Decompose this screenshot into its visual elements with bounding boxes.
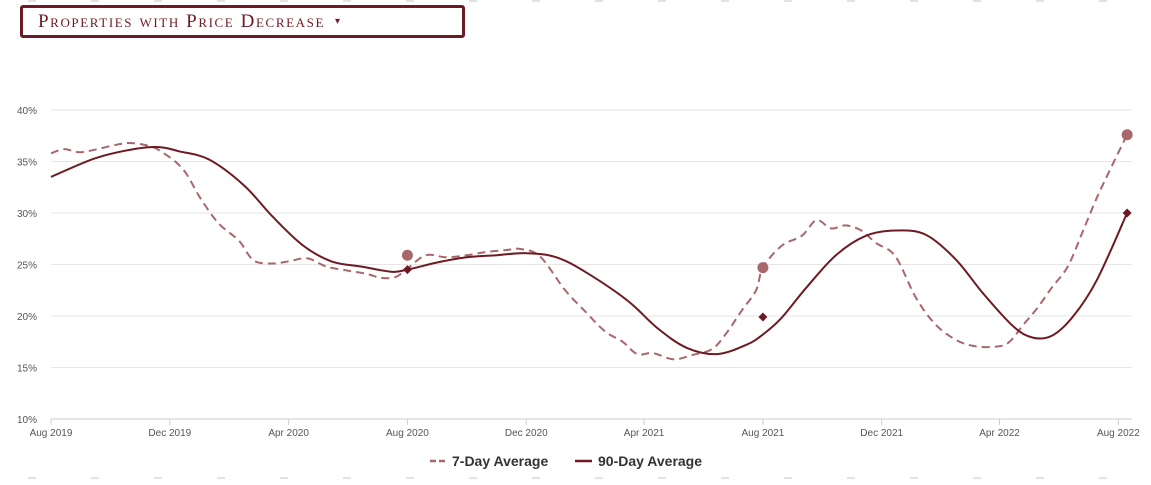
y-axis-ticks: 10% 15% 20% 25% 30% 35% 40% (17, 106, 37, 426)
x-tick-label: Aug 2019 (30, 428, 73, 439)
y-tick-label: 10% (17, 415, 37, 426)
chevron-down-icon: ▾ (335, 16, 341, 27)
y-tick-label: 20% (17, 312, 37, 323)
y-tick-label: 15% (17, 364, 37, 375)
x-tick-label: Apr 2021 (624, 428, 665, 439)
marker-90day (1122, 208, 1132, 218)
x-axis: Aug 2019 Dec 2019 Apr 2020 Aug 2020 Dec 2020… (30, 418, 1140, 439)
x-tick-label: Dec 2020 (505, 428, 548, 439)
y-tick-label: 40% (17, 106, 37, 117)
legend-label-90day: 90-Day Average (598, 453, 702, 469)
grid-lines (51, 109, 1132, 420)
marker-7day (1121, 129, 1133, 141)
metric-dropdown-button[interactable]: Properties with Price Decrease ▾ (20, 5, 465, 38)
series-line-7day (50, 134, 1128, 361)
metric-dropdown-label: Properties with Price Decrease (38, 10, 325, 32)
marker-7day (757, 262, 769, 274)
x-tick-label: Aug 2021 (741, 428, 784, 439)
edge-dashes (28, 0, 1107, 479)
series-markers (401, 129, 1133, 322)
x-tick-label: Aug 2020 (386, 428, 429, 439)
y-tick-label: 30% (17, 209, 37, 220)
x-tick-label: Apr 2022 (979, 428, 1020, 439)
y-tick-label: 25% (17, 261, 37, 272)
marker-7day (401, 249, 413, 261)
x-tick-label: Apr 2020 (268, 428, 309, 439)
legend-label-7day: 7-Day Average (452, 453, 548, 469)
marker-90day (402, 265, 412, 275)
marker-90day (758, 312, 768, 322)
x-tick-label: Dec 2021 (860, 428, 903, 439)
series-lines (50, 134, 1129, 361)
y-tick-label: 35% (17, 158, 37, 169)
x-tick-label: Dec 2019 (148, 428, 191, 439)
series-line-90day (50, 145, 1129, 356)
x-tick-label: Aug 2022 (1097, 428, 1140, 439)
legend: 7-Day Average 90-Day Average (430, 453, 702, 469)
